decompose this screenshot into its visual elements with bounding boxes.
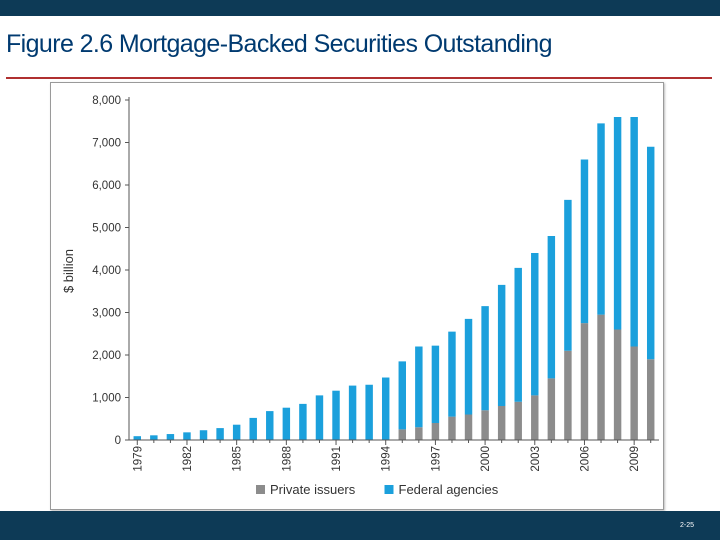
- bar-federal-1979: [133, 436, 141, 440]
- bar-private-2000: [481, 410, 489, 440]
- bar-private-1996: [415, 427, 423, 440]
- y-tick-label-4000: 4,000: [92, 265, 121, 277]
- bar-federal-2002: [514, 267, 522, 402]
- bar-federal-2005: [564, 199, 572, 351]
- x-tick-label-1982: 1982: [182, 446, 194, 472]
- bar-federal-2004: [547, 236, 556, 379]
- y-axis-label: $ billion: [61, 249, 76, 293]
- bar-private-2005: [564, 350, 572, 440]
- legend-label-private: Private issuers: [270, 482, 356, 497]
- bar-federal-1987: [266, 411, 274, 440]
- bar-federal-1997: [431, 345, 440, 423]
- bar-federal-2003: [531, 253, 539, 396]
- bar-federal-2001: [497, 284, 506, 407]
- y-tick-label-7000: 7,000: [92, 138, 121, 150]
- bar-federal-1980: [150, 435, 158, 440]
- ticks-group: 0 1,000 2,000 3,000 4,000 5,000 6,000 7,000 8,00…: [92, 95, 652, 472]
- bar-private-2008: [613, 329, 622, 440]
- bar-federal-1994: [381, 377, 390, 440]
- bar-private-1998: [448, 416, 456, 441]
- legend: Private issuers Federal agencies: [256, 482, 499, 497]
- bar-federal-2010: [646, 146, 655, 360]
- y-tick-label-0: 0: [115, 435, 121, 447]
- x-tick-label-1991: 1991: [331, 446, 343, 472]
- legend-swatch-federal: [384, 485, 394, 494]
- top-bar: [0, 0, 720, 16]
- bar-federal-2008: [613, 117, 622, 330]
- bar-federal-1999: [464, 318, 473, 415]
- axes-group: [128, 97, 659, 441]
- y-tick-label-6000: 6,000: [92, 180, 121, 192]
- x-tick-label-2006: 2006: [579, 446, 591, 472]
- y-tick-label-2000: 2,000: [92, 350, 121, 362]
- bar-federal-1984: [216, 428, 224, 440]
- bar-federal-2006: [580, 159, 589, 324]
- x-tick-label-1988: 1988: [281, 446, 293, 472]
- stacked-bar-chart: 0 1,000 2,000 3,000 4,000 5,000 6,000 7,000 8,00…: [61, 95, 659, 497]
- bar-federal-1986: [249, 417, 257, 440]
- bar-federal-1981: [166, 434, 175, 440]
- bar-private-2004: [547, 378, 556, 441]
- bar-federal-1989: [299, 403, 307, 441]
- chart-frame: 0 1,000 2,000 3,000 4,000 5,000 6,000 7,000 8,00…: [50, 82, 664, 510]
- bar-private-1997: [431, 423, 440, 440]
- y-tick-label-3000: 3,000: [92, 308, 121, 320]
- x-tick-label-2000: 2000: [480, 446, 492, 472]
- bar-private-2003: [531, 395, 539, 441]
- bar-private-2001: [497, 406, 506, 440]
- bar-federal-1992: [348, 385, 357, 440]
- y-tick-label-5000: 5,000: [92, 223, 121, 235]
- x-tick-label-2003: 2003: [530, 446, 542, 472]
- bar-private-2010: [646, 359, 655, 440]
- bar-federal-1988: [282, 407, 291, 440]
- bar-federal-1982: [183, 432, 191, 440]
- x-tick-label-1994: 1994: [381, 445, 393, 471]
- x-tick-label-1997: 1997: [430, 446, 442, 472]
- bar-federal-1995: [398, 361, 406, 430]
- y-tick-label-8000: 8,000: [92, 95, 121, 107]
- bar-federal-2007: [597, 123, 605, 315]
- bar-federal-1998: [448, 331, 456, 417]
- bar-private-2007: [597, 314, 605, 441]
- x-tick-label-1985: 1985: [232, 446, 244, 472]
- bar-private-2002: [514, 401, 522, 440]
- bar-federal-2000: [481, 306, 489, 411]
- bar-private-1995: [398, 429, 406, 441]
- bar-private-2009: [630, 346, 638, 440]
- legend-label-federal: Federal agencies: [399, 482, 499, 497]
- slide-title: Figure 2.6 Mortgage-Backed Securities Ou…: [6, 30, 553, 58]
- bars-group: [133, 117, 655, 441]
- x-tick-label-1979: 1979: [132, 446, 144, 472]
- title-rule: [6, 77, 712, 79]
- bar-federal-1983: [199, 430, 208, 440]
- bar-federal-1991: [332, 390, 340, 440]
- y-tick-label-1000: 1,000: [92, 393, 121, 405]
- legend-swatch-private: [256, 485, 265, 494]
- x-tick-label-2009: 2009: [629, 446, 641, 472]
- bar-federal-2009: [630, 117, 638, 347]
- bar-private-1999: [464, 414, 473, 440]
- bottom-bar: 2-25: [0, 511, 720, 540]
- slide-number: 2-25: [679, 522, 694, 529]
- bar-federal-1996: [415, 346, 423, 428]
- bar-private-2006: [580, 323, 589, 441]
- bar-federal-1993: [365, 384, 373, 440]
- bar-federal-1985: [232, 424, 241, 440]
- bar-federal-1990: [315, 395, 324, 441]
